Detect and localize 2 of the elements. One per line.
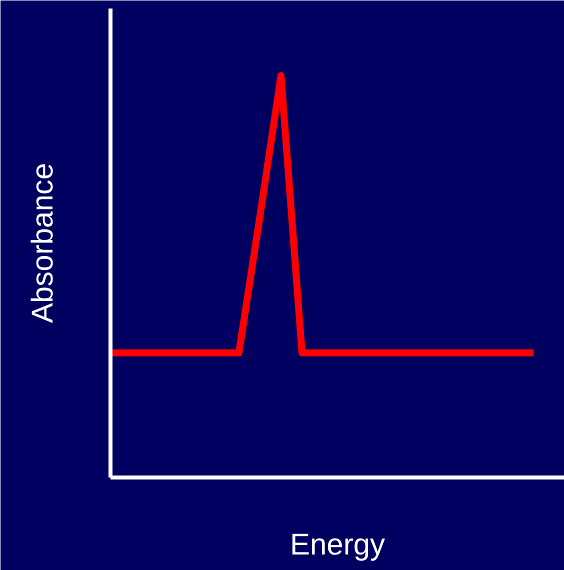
x-axis-title: Energy (290, 528, 386, 562)
y-axis-title: Absorbance (26, 162, 60, 324)
